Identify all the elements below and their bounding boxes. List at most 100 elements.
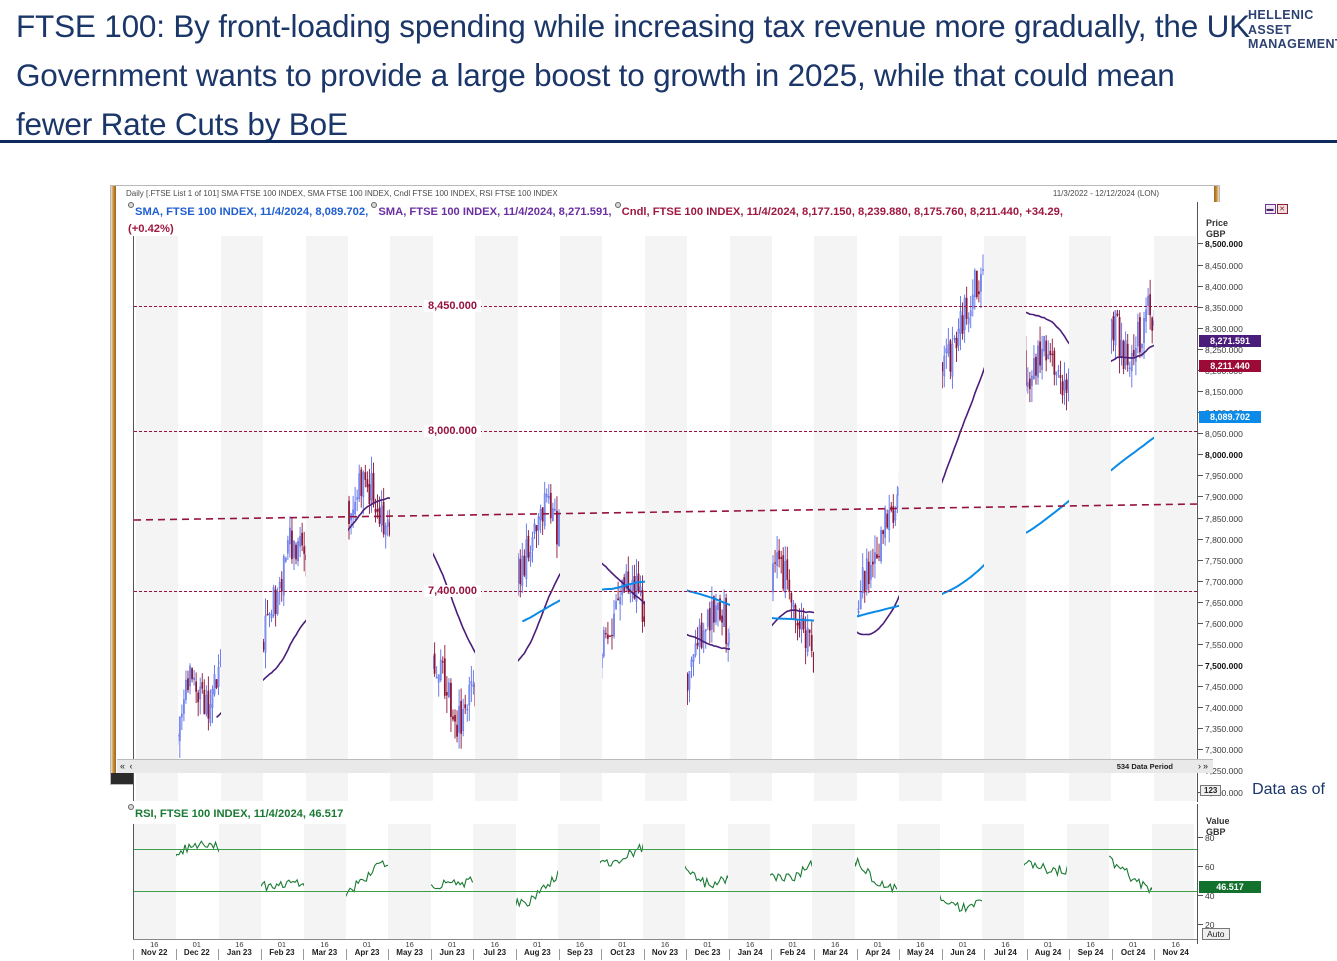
date-tick: 01 Dec 23 (694, 940, 721, 957)
legend-marker-icon (128, 202, 134, 208)
price-value-tag: 8,089.702 (1199, 411, 1261, 424)
chart-status-line: Daily [.FTSE List 1 of 101] SMA FTSE 100… (126, 189, 558, 198)
nav-next-icon[interactable]: › (1197, 761, 1203, 771)
close-icon[interactable]: ✕ (1277, 204, 1288, 214)
month-band (1151, 824, 1194, 939)
date-tick-divider (1026, 949, 1028, 960)
price-value-tag: 8,271.591 (1199, 334, 1261, 347)
rsi-value-tag-box: 46.517 (1199, 880, 1261, 893)
bars-count-button[interactable]: 123 (1200, 785, 1222, 796)
month-band (982, 824, 1025, 939)
auto-scale-button[interactable]: Auto (1202, 928, 1230, 940)
price-tick-label: 8,400.000 (1198, 282, 1243, 292)
month-band (218, 824, 262, 939)
month-band (814, 236, 857, 801)
date-tick: 01 Feb 24 (779, 940, 806, 957)
nav-first-icon[interactable]: « (120, 761, 127, 771)
date-tick-divider (345, 949, 347, 960)
month-band (812, 824, 855, 939)
minimize-icon[interactable]: ▬ (1265, 204, 1276, 214)
month-band (475, 236, 518, 801)
nav-last-icon[interactable]: » (1202, 761, 1210, 771)
date-tick-divider (430, 949, 432, 960)
window-frame-left (111, 186, 116, 784)
date-tick: 16 May 24 (907, 940, 934, 957)
chart-window[interactable]: Daily [.FTSE List 1 of 101] SMA FTSE 100… (110, 185, 1292, 960)
price-axis-window-buttons[interactable]: ▬ ✕ (1264, 204, 1288, 214)
date-tick-divider (984, 949, 986, 960)
date-tick-divider (303, 949, 305, 960)
date-tick: 01 Dec 22 (183, 940, 210, 957)
chart-bottom-toolbar[interactable]: « ‹ 534 Data Period ›» (117, 759, 1213, 773)
price-tick-label: 8,500.000 (1198, 239, 1243, 249)
rsi-oversold-line (134, 891, 1197, 892)
price-tick-label: 7,650.000 (1198, 598, 1243, 608)
date-tick: 16 Sep 24 (1077, 940, 1104, 957)
nav-first-button[interactable]: « ‹ (120, 761, 134, 771)
price-tick-label: 8,300.000 (1198, 324, 1243, 334)
logo-line-2: ASSET (1248, 22, 1292, 37)
nav-prev-icon[interactable]: ‹ (129, 761, 134, 771)
month-band (897, 824, 940, 939)
price-tick-label: 8,250.000 (1198, 345, 1243, 355)
date-tick-divider (1069, 949, 1071, 960)
date-tick-divider (1111, 949, 1113, 960)
page-header: FTSE 100: By front-loading spending whil… (0, 0, 1337, 143)
rsi-legend: RSI, FTSE 100 INDEX, 11/4/2024, 46.517 (128, 804, 343, 820)
price-tick-label: 7,600.000 (1198, 619, 1243, 629)
date-tick: 16 Mar 23 (311, 940, 338, 957)
date-tick-divider (771, 949, 773, 960)
date-tick: 16 Jul 23 (483, 940, 507, 957)
price-tick-label: 7,300.000 (1198, 745, 1243, 755)
nav-last-button[interactable]: ›» (1198, 761, 1210, 771)
date-tick: 01 Jun 23 (439, 940, 465, 957)
legend-sma-fast: SMA, FTSE 100 INDEX, 11/4/2024, 8,089.70… (135, 206, 369, 218)
price-tick-label: 7,900.000 (1198, 492, 1243, 502)
rsi-axis-title-line1: Value (1206, 816, 1230, 826)
reference-label-8450: 8,450.000 (424, 300, 481, 312)
chart-legend: SMA, FTSE 100 INDEX, 11/4/2024, 8,089.70… (128, 202, 1099, 238)
legend-sma-slow: SMA, FTSE 100 INDEX, 11/4/2024, 8,271.59… (378, 206, 612, 218)
page-title: FTSE 100: By front-loading spending whil… (16, 8, 1250, 142)
price-tick-label: 7,500.000 (1198, 661, 1243, 671)
legend-marker-icon (371, 202, 378, 208)
date-tick-divider (686, 949, 688, 960)
reference-line-7400 (134, 591, 1197, 592)
rsi-legend-text: RSI, FTSE 100 INDEX, 11/4/2024, 46.517 (135, 808, 344, 820)
price-axis[interactable]: ▬ ✕ Price GBP 8,500.000 8,450.000 8,400.000… (1197, 202, 1292, 802)
reference-label-7400: 7,400.000 (424, 585, 481, 597)
price-chart-canvas (136, 236, 1196, 801)
rsi-chart-plot[interactable] (133, 824, 1197, 939)
company-logo: HELLENIC ASSET MANAGEMENT (1248, 8, 1337, 52)
rsi-axis[interactable]: Value GBP 80 60 40 20 46.517 Auto (1197, 804, 1292, 944)
month-band (390, 236, 433, 801)
month-band (899, 236, 942, 801)
date-tick-divider (856, 949, 858, 960)
data-period-label: 534 Data Period (1116, 762, 1173, 771)
date-tick-divider (941, 949, 943, 960)
date-tick: 16 Nov 22 (141, 940, 168, 957)
price-tick-label: 8,000.000 (1198, 450, 1243, 460)
date-tick: 16 Jul 24 (994, 940, 1017, 957)
price-tick-label: 8,350.000 (1198, 303, 1243, 313)
month-band (984, 236, 1027, 801)
header-divider (0, 140, 1337, 143)
date-tick: 01 Feb 23 (269, 940, 295, 957)
price-axis-title-line1: Price (1206, 218, 1229, 228)
month-band (1066, 824, 1110, 939)
month-band (134, 824, 177, 939)
date-tick-divider (218, 949, 220, 960)
price-chart-plot[interactable]: 8,450.000 8,000.000 7,400.000 (133, 236, 1198, 801)
price-tick-label: 7,450.000 (1198, 682, 1243, 692)
legend-change: +34.29, (+0.42%) (128, 206, 1063, 235)
month-band (388, 824, 431, 939)
date-tick: 16 Nov 23 (651, 940, 679, 957)
date-tick-divider (473, 949, 475, 960)
legend-marker-icon (614, 202, 621, 208)
date-tick-divider (260, 949, 262, 960)
date-tick: 01 Apr 23 (354, 940, 380, 957)
price-tick-label: 7,850.000 (1198, 514, 1243, 524)
price-tick-label: 7,950.000 (1198, 471, 1243, 481)
rsi-tick-label: 60 (1198, 862, 1214, 872)
month-band (1153, 236, 1196, 801)
